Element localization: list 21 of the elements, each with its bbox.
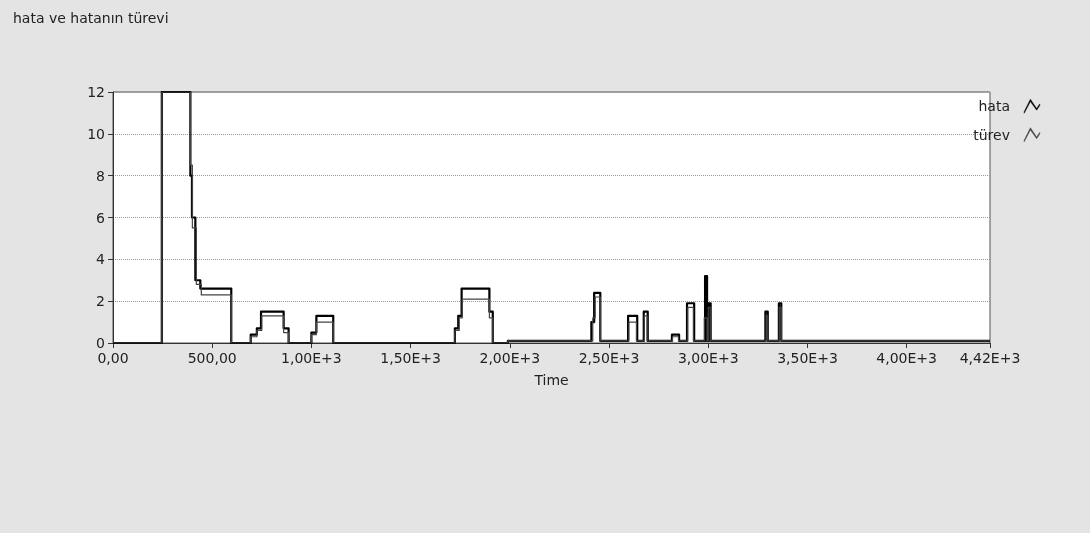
x-tick-label: 1,00E+3	[281, 350, 342, 366]
y-tick-label: 6	[96, 209, 106, 226]
x-tick-label: 500,00	[187, 350, 237, 366]
legend-label: hata	[978, 98, 1010, 115]
x-tick-label: 3,00E+3	[677, 350, 739, 366]
x-tick-label: 2,00E+3	[479, 350, 541, 366]
legend-label: türev	[973, 126, 1010, 143]
x-axis-title: Time	[533, 372, 569, 388]
y-tick-label: 12	[87, 84, 105, 100]
x-tick-label: 0,00	[97, 350, 129, 366]
chart-title: hata ve hatanın türevi	[13, 10, 169, 26]
x-tick-label: 2,50E+3	[578, 350, 640, 366]
y-tick-label: 10	[87, 125, 105, 142]
x-tick-label: 3,50E+3	[777, 350, 838, 366]
y-tick-label: 0	[96, 335, 105, 351]
x-tick-label: 1,50E+3	[380, 350, 441, 366]
y-tick-label: 4	[96, 251, 106, 268]
y-tick-label: 8	[96, 167, 105, 184]
x-tick-label: 4,00E+3	[876, 350, 937, 366]
y-tick-label: 2	[96, 293, 105, 310]
x-tick-label: 4,42E+3	[959, 350, 1021, 366]
